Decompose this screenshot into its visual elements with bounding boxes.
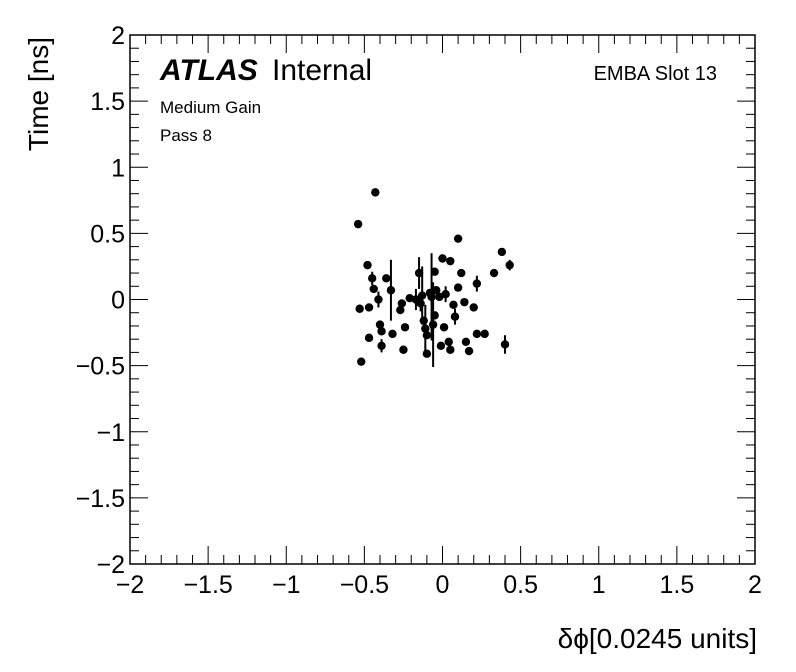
data-point <box>377 341 386 350</box>
y-tick-label: 1.5 <box>90 88 125 116</box>
y-tick-label: −2 <box>96 551 125 579</box>
x-tick-label: −1.5 <box>183 571 232 599</box>
y-tick-label: 2 <box>111 22 125 50</box>
pass-label: Pass 8 <box>160 126 212 145</box>
data-point <box>396 305 405 315</box>
data-point <box>397 299 407 308</box>
data-point <box>441 290 450 299</box>
data-point <box>480 329 489 339</box>
data-point <box>446 345 455 354</box>
data-point <box>453 283 463 292</box>
data-point <box>414 268 424 278</box>
data-point <box>377 327 386 336</box>
slot-label: EMBA Slot 13 <box>594 63 717 85</box>
data-point <box>382 274 391 283</box>
y-tick-label: 0.5 <box>90 220 125 248</box>
axis-ticks <box>129 34 756 565</box>
data-point <box>472 329 482 339</box>
atlas-label: ATLAS <box>159 54 258 87</box>
data-point <box>489 268 499 278</box>
data-point <box>357 357 366 366</box>
data-point <box>422 349 432 358</box>
data-point <box>438 254 447 263</box>
data-point <box>417 291 427 300</box>
data-point <box>400 323 410 332</box>
data-markers <box>353 188 514 367</box>
data-point <box>453 234 463 243</box>
y-axis-title: Time [ns] <box>23 37 54 151</box>
data-point <box>500 340 510 349</box>
y-tick-label: 1 <box>111 154 125 182</box>
data-point <box>450 312 460 321</box>
gain-label: Medium Gain <box>160 98 261 117</box>
data-point <box>505 260 514 270</box>
data-point <box>460 297 469 307</box>
data-point <box>364 333 374 343</box>
data-point <box>430 267 439 276</box>
x-tick-labels: −2 −1.5 −1 −0.5 0 0.5 1 1.5 2 <box>116 571 762 599</box>
data-point <box>399 345 408 354</box>
x-axis-title: δϕ[0.0245 units] <box>558 623 757 654</box>
data-point <box>472 279 482 288</box>
data-point <box>461 337 471 347</box>
data-point <box>428 320 438 329</box>
x-tick-label: 1.5 <box>659 571 694 599</box>
data-point <box>388 329 397 339</box>
x-tick-label: 0 <box>436 571 450 599</box>
data-point <box>464 346 474 356</box>
data-point <box>469 303 478 312</box>
data-point <box>371 188 380 197</box>
data-point <box>497 247 507 257</box>
data-point <box>416 299 425 308</box>
x-tick-label: −1 <box>272 571 301 599</box>
x-tick-label: 0.5 <box>503 571 538 599</box>
data-point <box>355 304 364 313</box>
data-point <box>353 219 363 229</box>
x-tick-label: 2 <box>748 571 762 599</box>
data-point <box>405 293 414 303</box>
x-tick-label: −2 <box>116 571 145 599</box>
y-tick-label: −0.5 <box>76 353 125 381</box>
y-tick-labels: −2 −1.5 −1 −0.5 0 0.5 1 1.5 2 <box>76 22 125 579</box>
data-point <box>364 303 374 312</box>
data-point <box>421 324 430 333</box>
data-point <box>430 311 439 320</box>
data-point <box>367 274 377 283</box>
data-point <box>369 284 378 294</box>
y-tick-label: 0 <box>111 287 125 315</box>
data-point <box>363 260 372 270</box>
data-point <box>375 320 385 329</box>
data-point <box>449 300 458 309</box>
data-point <box>422 331 432 340</box>
data-point <box>374 295 383 304</box>
internal-label: Internal <box>272 54 372 87</box>
x-tick-label: −0.5 <box>340 571 389 599</box>
data-point <box>419 316 428 325</box>
data-point <box>439 323 449 332</box>
data-point <box>446 256 455 266</box>
data-point <box>444 337 453 347</box>
y-tick-label: −1 <box>96 419 125 447</box>
data-point <box>432 286 441 295</box>
data-point <box>386 286 396 295</box>
data-point <box>457 268 466 278</box>
y-tick-label: −1.5 <box>76 485 125 513</box>
x-tick-label: 1 <box>592 571 606 599</box>
data-point <box>436 341 446 350</box>
